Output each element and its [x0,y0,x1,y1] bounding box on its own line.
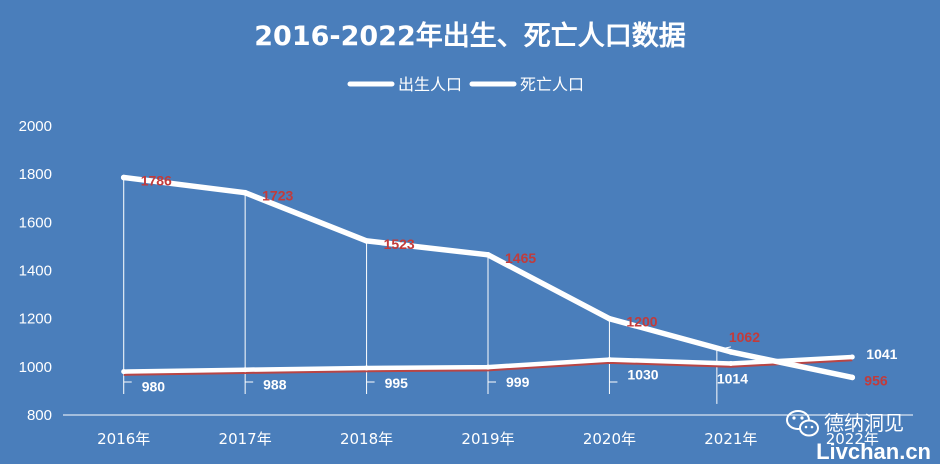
wechat-icon [786,410,819,437]
x-tick-label: 2017年 [219,430,272,448]
watermark: 德纳洞见 Livchan.cn [786,410,931,464]
data-point-birth [485,252,491,258]
data-labels: 1786 1723 1523 1465 1200 1062 956 980 988 995 999 1… [141,173,898,395]
x-axis: 2016年 2017年 2018年 2019年 2020年 2021年 2022年 [97,430,879,448]
legend: 出生人口 死亡人口 [347,75,584,94]
y-axis: 800 1000 1200 1400 1600 1800 2000 [19,118,52,424]
x-tick-label: 2021年 [704,430,757,448]
data-label-death: 999 [506,374,530,390]
data-point-death [849,354,855,360]
x-tick-label: 2018年 [340,430,393,448]
legend-label-birth: 出生人口 [398,75,462,94]
y-tick-label: 1600 [19,214,52,231]
legend-label-death: 死亡人口 [520,75,584,94]
leader-lines [123,177,731,404]
y-tick-label: 1800 [19,166,52,183]
data-label-death: 995 [385,375,409,391]
data-point-death [606,357,612,363]
data-label-birth: 956 [864,372,888,388]
x-tick-label: 2022年 [826,430,879,448]
y-tick-label: 2000 [19,118,52,135]
data-point-death [121,369,127,375]
y-tick-label: 800 [27,407,52,424]
data-label-birth: 1062 [729,329,760,345]
data-point-birth [606,315,613,322]
x-tick-label: 2019年 [461,430,514,448]
chart-title: 2016-2022年出生、死亡人口数据 [254,20,686,52]
data-point-birth [120,174,127,181]
data-label-birth: 1523 [384,236,415,252]
data-label-death: 1014 [717,370,748,386]
y-tick-label: 1000 [19,359,52,376]
data-label-birth: 1200 [626,314,657,330]
watermark-url: Livchan.cn [816,439,931,464]
data-label-death: 988 [263,377,287,393]
data-point-death [364,365,370,371]
data-point-birth [242,189,248,196]
data-point-death [485,364,491,370]
data-point-death [728,360,734,366]
series-line-death-shadow [123,358,853,376]
data-point-birth [363,238,370,244]
data-label-death: 980 [142,379,166,395]
series-lines [120,174,856,381]
data-point-birth [849,374,856,381]
watermark-text: 德纳洞见 [824,411,904,435]
data-label-birth: 1723 [262,188,293,204]
data-point-death [242,367,248,373]
x-tick-label: 2016年 [97,430,150,448]
data-label-death: 1030 [627,367,658,383]
y-tick-label: 1200 [19,311,52,328]
data-point-birth [728,349,734,355]
data-label-birth: 1786 [141,173,172,189]
x-tick-label: 2020年 [583,430,636,448]
data-label-death: 1041 [866,346,897,362]
y-tick-label: 1400 [19,263,52,280]
data-label-birth: 1465 [505,250,536,266]
